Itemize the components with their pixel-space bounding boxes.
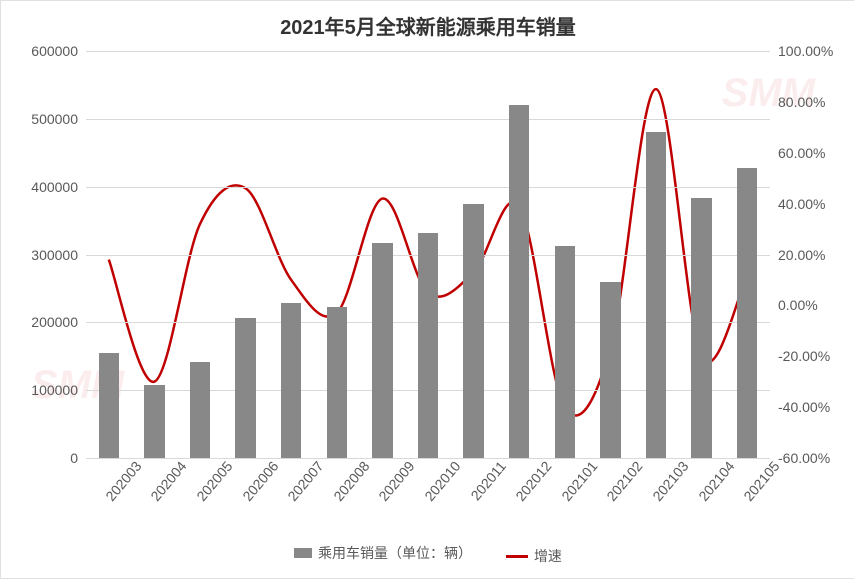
y-right-tick: -40.00% [778, 399, 830, 415]
x-tick: 202012 [513, 458, 555, 504]
gridline [86, 119, 770, 120]
legend-label-line: 增速 [534, 546, 562, 566]
x-tick: 202011 [467, 458, 509, 503]
x-tick: 202005 [193, 458, 235, 504]
y-left-tick: 300000 [31, 247, 78, 263]
bar [463, 204, 484, 458]
x-tick: 202103 [649, 458, 691, 504]
x-tick: 202102 [604, 458, 646, 504]
legend-label-bar: 乘用车销量（单位：辆） [318, 543, 472, 563]
x-tick: 202104 [695, 458, 737, 504]
y-right-tick: 0.00% [778, 297, 818, 313]
bar [327, 307, 348, 458]
bar [235, 318, 256, 458]
bar [372, 243, 393, 458]
bar [190, 362, 211, 458]
y-right-tick: 40.00% [778, 196, 825, 212]
bar [99, 353, 120, 458]
y-axis-left: 0100000200000300000400000500000600000 [1, 51, 86, 458]
x-tick: 202007 [285, 458, 327, 504]
legend-item-bar: 乘用车销量（单位：辆） [294, 543, 472, 563]
x-tick: 202010 [421, 458, 463, 504]
bar [281, 303, 302, 458]
x-tick: 202003 [102, 458, 144, 504]
gridline [86, 51, 770, 52]
y-left-tick: 0 [70, 450, 78, 466]
y-right-tick: 80.00% [778, 94, 825, 110]
chart-container: 2021年5月全球新能源乘用车销量 SMM SMM 01000002000003… [0, 0, 854, 579]
y-left-tick: 400000 [31, 179, 78, 195]
y-right-tick: 100.00% [778, 43, 833, 59]
y-axis-right: -60.00%-40.00%-20.00%0.00%20.00%40.00%60… [770, 51, 854, 458]
y-right-tick: -20.00% [778, 348, 830, 364]
x-tick: 202008 [330, 458, 372, 504]
legend-swatch-line [506, 555, 528, 558]
legend-swatch-bar [294, 548, 312, 558]
x-tick: 202009 [376, 458, 418, 504]
bar [555, 246, 576, 458]
x-tick: 202105 [741, 458, 783, 504]
bar [737, 168, 758, 458]
bar [144, 385, 165, 458]
x-axis: 2020032020042020052020062020072020082020… [86, 458, 770, 528]
y-right-tick: -60.00% [778, 450, 830, 466]
y-left-tick: 200000 [31, 314, 78, 330]
chart-legend: 乘用车销量（单位：辆） 增速 [1, 543, 854, 567]
y-left-tick: 500000 [31, 111, 78, 127]
y-left-tick: 100000 [31, 382, 78, 398]
bar [600, 282, 621, 458]
chart-title: 2021年5月全球新能源乘用车销量 [1, 1, 854, 40]
legend-item-line: 增速 [506, 546, 562, 566]
x-tick: 202004 [148, 458, 190, 504]
x-tick: 202006 [239, 458, 281, 504]
bar [418, 233, 439, 458]
plot-area [86, 51, 770, 458]
y-right-tick: 60.00% [778, 145, 825, 161]
bar [646, 132, 667, 458]
y-right-tick: 20.00% [778, 247, 825, 263]
gridline [86, 187, 770, 188]
x-tick: 202101 [558, 458, 600, 504]
bar [509, 105, 530, 458]
y-left-tick: 600000 [31, 43, 78, 59]
bar [691, 198, 712, 458]
